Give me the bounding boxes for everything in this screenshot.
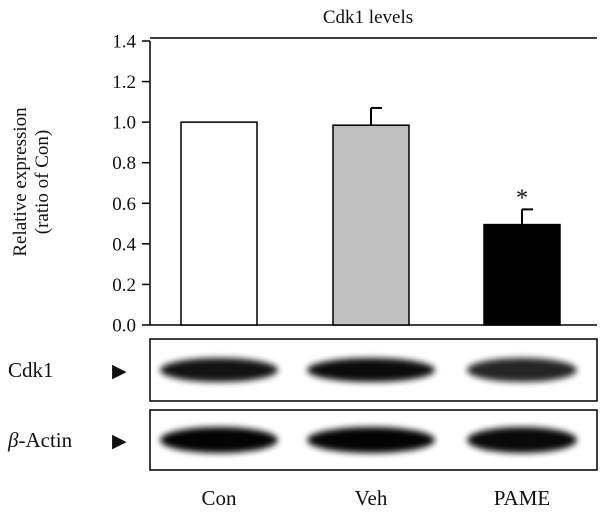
blot-band xyxy=(160,358,278,382)
category-labels: Con Veh PAME xyxy=(201,486,550,510)
y-tick-label: 0.0 xyxy=(112,316,136,337)
blot-label-2: β-Actin xyxy=(7,428,73,452)
bar-pame xyxy=(483,223,561,326)
bar-con xyxy=(180,121,258,326)
blot-band xyxy=(467,358,577,382)
y-tick-label: 1.2 xyxy=(112,72,136,93)
y-ticks: 0.0 0.2 0.4 0.6 0.8 1.0 1.2 1.4 xyxy=(112,32,150,337)
blot-label-1: Cdk1 xyxy=(8,358,54,382)
chart-title: Cdk1 levels xyxy=(323,7,413,28)
category-label-veh: Veh xyxy=(355,486,388,510)
y-tick-label: 0.8 xyxy=(112,153,136,174)
y-tick-label: 0.6 xyxy=(112,194,136,215)
y-tick-label: 1.4 xyxy=(112,32,136,53)
y-tick-label: 0.2 xyxy=(112,275,136,296)
y-axis-title-line-1: Relative expression xyxy=(10,107,31,257)
blot-arrow-2-icon: ▶ xyxy=(112,431,127,452)
y-axis-title: Relative expression (ratio of Con) xyxy=(10,107,53,257)
bars: * xyxy=(180,106,561,326)
blot-label-prefix: β xyxy=(7,428,19,452)
category-label-pame: PAME xyxy=(494,486,550,510)
western-blots: Cdk1 ▶ β-Actin ▶ xyxy=(7,338,598,471)
significance-marker: * xyxy=(516,185,528,211)
blot-band xyxy=(467,427,577,453)
blot-band xyxy=(307,427,435,453)
y-tick-label: 1.0 xyxy=(112,113,136,134)
blot-arrow-1-icon: ▶ xyxy=(112,361,127,382)
blot-label-main: -Actin xyxy=(18,428,72,452)
y-tick-label: 0.4 xyxy=(112,234,136,255)
blot-band xyxy=(307,358,435,382)
blot-label-main: Cdk1 xyxy=(8,358,54,382)
blot-band xyxy=(160,427,278,453)
category-label-con: Con xyxy=(201,486,237,510)
y-axis-title-line-2: (ratio of Con) xyxy=(32,130,53,234)
bar-veh xyxy=(332,124,410,326)
